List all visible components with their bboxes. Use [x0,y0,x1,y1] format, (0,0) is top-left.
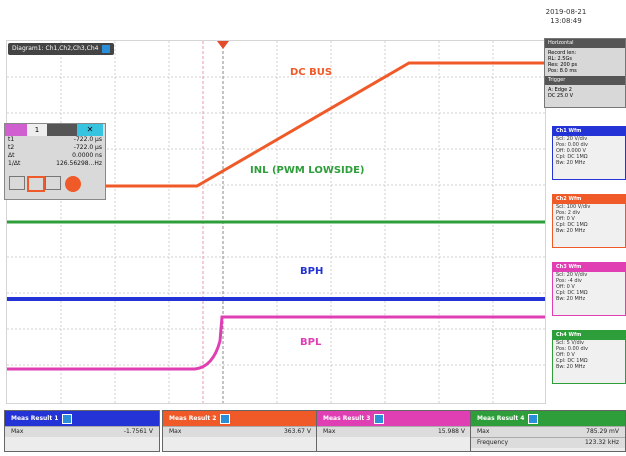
cursor-row: t1 -722.0 µs [8,136,102,143]
channel-name: Ch3 Wfm [553,263,625,272]
meas-row: Frequency 123.32 kHz [471,437,625,448]
waveform-diagram[interactable] [6,40,546,404]
channel-name: Ch1 Wfm [553,127,625,136]
trigger-marker-icon[interactable] [217,41,229,49]
horizontal-line: Record len: [548,50,577,56]
meas-title: Meas Result 4 [477,415,525,422]
meas-title: Meas Result 2 [169,415,217,422]
channel-line: Pos: -4 div [556,278,582,284]
channel-line: Bw: 20 MHz [556,296,586,302]
undock-icon[interactable] [220,413,231,424]
diagram-tab[interactable]: Diagram1: Ch1,Ch2,Ch3,Ch4 [8,43,115,55]
undock-icon[interactable] [374,413,385,424]
label-bpl: BPL [300,337,322,348]
meas-row: Max 15.988 V [317,426,471,437]
channel-line: Off: 0 V [556,284,575,290]
undock-icon[interactable] [102,44,111,53]
cursor-select-button[interactable] [27,176,45,192]
channel-panel-ch3[interactable]: Ch3 Wfm Scl: 20 V/div Pos: -4 div Off: 0… [552,262,626,316]
undock-icon[interactable] [528,413,539,424]
cursor-settings-tab[interactable] [47,124,77,136]
horizontal-line: Pos: 8.0 ms [548,68,577,74]
horizontal-line: Res: 200 ps [548,62,578,68]
channel-line: Cpl: DC 1MΩ [556,358,588,364]
channel-line: Cpl: DC 1MΩ [556,290,588,296]
cursor-color-tab[interactable] [5,124,27,136]
cursor-readout[interactable]: 1 ✕ t1 -722.0 µs t2 -722.0 µs Δt 0.0000 ns … [4,123,106,200]
cursor-row: t2 -722.0 µs [8,144,102,151]
channel-line: Scl: 100 V/div [556,204,591,210]
channel-line: Scl: 20 V/div [556,272,588,278]
cursor-row: 1/Δt 126.56298...Hz [8,160,102,167]
channel-line: Off: 0 V [556,216,575,222]
channel-line: Bw: 20 MHz [556,160,586,166]
channel-line: Cpl: DC 1MΩ [556,222,588,228]
label-bph: BPH [300,266,324,277]
cursor-left-button[interactable] [9,176,25,190]
channel-line: Bw: 20 MHz [556,364,586,370]
date: 2019-08-21 [545,8,587,16]
trigger-line: A: Edge 2 [548,87,572,93]
channel-line: Bw: 20 MHz [556,228,586,234]
channel-line: Off: 0 V [556,352,575,358]
channel-line: Scl: 20 V/div [556,136,588,142]
trigger-line: DC 25.0 V [548,93,574,99]
channel-name: Ch2 Wfm [553,195,625,204]
meas-result-2[interactable]: Meas Result 2 Max 363.67 V [162,410,318,452]
meas-result-4[interactable]: Meas Result 4 Max 785.29 mV Frequency 123.… [470,410,626,452]
cursor-row: Δt 0.0000 ns [8,152,102,159]
trigger-header: Trigger [545,76,625,85]
channel-line: Off: 0.000 V [556,148,586,154]
undock-icon[interactable] [62,413,73,424]
cursor-tab-number[interactable]: 1 [27,124,47,136]
meas-row: Max -1.7561 V [5,426,159,437]
channel-line: Pos: 0.00 div [556,142,589,148]
horizontal-line: RL: 2.5Gs [548,56,572,62]
channel-line: Cpl: DC 1MΩ [556,154,588,160]
channel-line: Pos: 2 div [556,210,581,216]
meas-title: Meas Result 1 [11,415,59,422]
channel-panel-ch4[interactable]: Ch4 Wfm Scl: 5 V/div Pos: 0.00 div Off: … [552,330,626,384]
close-icon[interactable]: ✕ [77,124,103,136]
meas-title: Meas Result 3 [323,415,371,422]
channel-line: Pos: 0.00 div [556,346,589,352]
channel-name: Ch4 Wfm [553,331,625,340]
channel-panel-ch2[interactable]: Ch2 Wfm Scl: 100 V/div Pos: 2 div Off: 0… [552,194,626,248]
label-inl: INL (PWM LOWSIDE) [250,165,365,176]
meas-row: Max 363.67 V [163,426,317,437]
channel-panel-ch1[interactable]: Ch1 Wfm Scl: 20 V/div Pos: 0.00 div Off:… [552,126,626,180]
meas-result-1[interactable]: Meas Result 1 Max -1.7561 V [4,410,160,452]
channel-badge-icon[interactable] [65,176,81,192]
horizontal-panel[interactable]: Horizontal Record len: RL: 2.5Gs Res: 20… [544,38,626,108]
meas-row: Max 785.29 mV [471,426,625,437]
horizontal-header: Horizontal [545,39,625,48]
diagram-title: Diagram1: Ch1,Ch2,Ch3,Ch4 [12,45,99,52]
label-dc-bus: DC BUS [290,67,333,78]
datetime: 2019-08-21 13:08:49 [526,8,606,26]
cursor-right-button[interactable] [45,176,61,190]
trace-bpl [7,315,545,371]
time: 13:08:49 [550,17,582,25]
channel-line: Scl: 5 V/div [556,340,584,346]
waveform-svg [7,41,545,403]
meas-result-3[interactable]: Meas Result 3 Max 15.988 V [316,410,472,452]
